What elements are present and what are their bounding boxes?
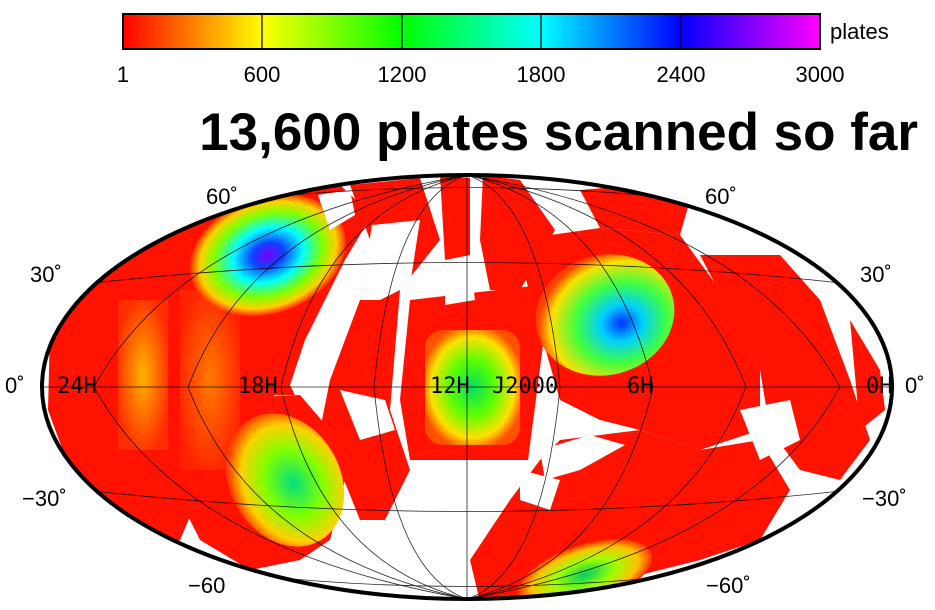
epoch-label: J2000 — [492, 374, 558, 399]
coverage-map — [42, 175, 892, 599]
colorbar-tick-4: 2400 — [657, 62, 706, 87]
colorbar-tick-2: 1200 — [378, 62, 427, 87]
dec-label-60-left: 60˚ — [206, 184, 238, 209]
colorbar-tick-1: 600 — [244, 62, 281, 87]
ra-label-12h: 12H — [430, 374, 470, 399]
dec-label-0-right: 0˚ — [905, 373, 925, 398]
ra-label-24h: 24H — [57, 374, 97, 399]
dec-label-30-right: 30˚ — [860, 262, 892, 287]
coverage-peak-6h — [535, 254, 675, 376]
ra-label-18h: 18H — [238, 374, 278, 399]
colorbar-tick-3: 1800 — [517, 62, 566, 87]
coverage-gaps — [318, 190, 800, 510]
dec-label-m60-left: −60 — [188, 573, 225, 598]
ra-labels: 24H 18H 12H J2000 6H 0H — [57, 374, 893, 399]
coverage-peak-south-18h — [225, 413, 345, 547]
coverage-peak-north-18h — [190, 194, 346, 316]
dec-label-m30-right: −30˚ — [862, 486, 907, 511]
coverage-left-bands — [118, 290, 240, 470]
graticule — [42, 175, 892, 599]
dec-label-m30-left: −30˚ — [22, 486, 67, 511]
dec-label-0-left: 0˚ — [5, 373, 25, 398]
coverage-peak-12h — [425, 330, 520, 445]
colorbar-gradient — [122, 13, 821, 50]
dec-label-60-right: 60˚ — [705, 184, 737, 209]
colorbar-tick-5: 3000 — [796, 62, 845, 87]
colorbar-tick-0: 1 — [117, 62, 129, 87]
dec-label-m60-right: −60˚ — [706, 573, 751, 598]
dec-labels: 60˚ 60˚ 30˚ 30˚ 0˚ 0˚ −30˚ −30˚ −60 −60˚ — [5, 184, 925, 598]
map-boundary — [40, 173, 894, 601]
colorbar: plates 1 600 1200 1800 2400 3000 — [117, 13, 889, 87]
dec-label-30-left: 30˚ — [30, 262, 62, 287]
ra-label-0h: 0H — [866, 374, 893, 399]
colorbar-unit-label: plates — [830, 19, 889, 44]
ra-label-6h: 6H — [627, 374, 654, 399]
map-title: 13,600 plates scanned so far — [199, 103, 918, 162]
colorbar-ticks — [261, 14, 682, 49]
